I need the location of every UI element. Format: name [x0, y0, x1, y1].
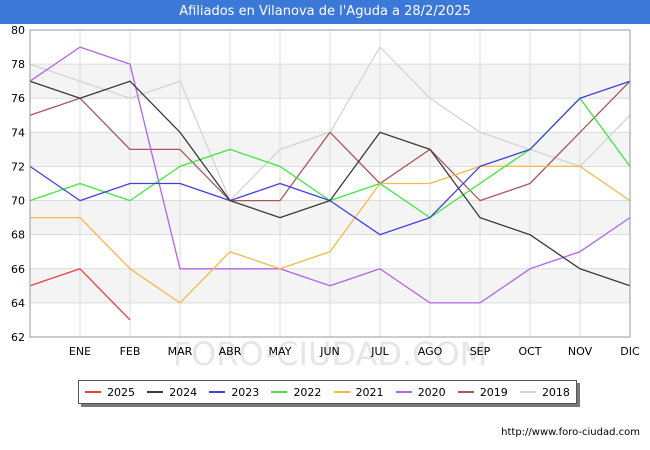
- legend-item-2022: 2022: [271, 386, 321, 399]
- y-tick-label: 64: [11, 297, 25, 310]
- legend-label: 2021: [355, 385, 384, 399]
- legend-item-2019: 2019: [457, 385, 508, 399]
- x-tick-label: FEB: [120, 345, 141, 358]
- legend: 2025 2024 2023 2022 2021 2020 2019 2018: [78, 380, 577, 404]
- x-tick-label: MAY: [269, 345, 292, 358]
- chart-title: Afiliados en Vilanova de l'Aguda a 28/2/…: [0, 0, 650, 24]
- series-line-2021: [30, 165, 631, 304]
- series-lines: [29, 46, 631, 321]
- legend-label: 2024: [169, 385, 198, 399]
- y-tick-label: 80: [11, 24, 25, 37]
- legend-label: 2019: [479, 385, 508, 399]
- x-tick-label: SEP: [470, 345, 491, 358]
- x-tick-label: NOV: [568, 345, 593, 358]
- legend-label: 2022: [293, 385, 322, 399]
- legend-label: 2023: [231, 385, 260, 399]
- y-tick-label: 74: [11, 126, 25, 139]
- y-tick-label: 78: [11, 58, 25, 71]
- legend-swatch: [395, 391, 412, 393]
- y-tick-label: 66: [11, 263, 25, 276]
- legend-item-2024: 2024: [147, 386, 197, 399]
- x-tick-label: OCT: [518, 345, 541, 358]
- legend-item-2023: 2023: [209, 386, 259, 399]
- axes: 62 64 66 68 70 72 74 76 78 80 ENE FEB MAR ABR MAY JUN JU…: [11, 24, 640, 358]
- legend-swatch: [147, 391, 164, 393]
- x-tick-label: JUL: [370, 345, 389, 358]
- y-tick-label: 68: [11, 229, 25, 242]
- legend-item-2018: 2018: [519, 385, 570, 399]
- series-line-2025: [29, 268, 131, 321]
- legend-swatch: [333, 391, 350, 393]
- x-tick-label: ENE: [69, 345, 91, 358]
- series-line-2019: [29, 80, 631, 202]
- y-tick-label: 70: [11, 195, 25, 208]
- legend-label: 2020: [417, 385, 446, 399]
- plot-frame: [29, 29, 631, 338]
- x-tick-label: ABR: [219, 345, 242, 358]
- x-tick-label: JUN: [319, 345, 340, 358]
- legend-swatch: [519, 391, 536, 393]
- series-line-2024: [29, 80, 631, 287]
- legend-item-2021: 2021: [333, 385, 384, 399]
- legend-label: 2025: [107, 385, 136, 399]
- legend-item-2020: 2020: [395, 385, 446, 399]
- series-line-2020: [29, 46, 631, 304]
- legend-label: 2018: [541, 385, 570, 399]
- x-tick-label: MAR: [168, 345, 193, 358]
- legend-swatch: [85, 391, 102, 393]
- legend-swatch: [271, 391, 288, 393]
- x-tick-label: DIC: [620, 345, 640, 358]
- legend-swatch: [209, 391, 226, 393]
- x-tick-label: AGO: [418, 345, 443, 358]
- watermark-text: FORO-CIUDAD.COM: [173, 335, 488, 373]
- footer-url: http://www.foro-ciudad.com: [501, 427, 640, 438]
- y-tick-label: 72: [11, 160, 25, 173]
- legend-item-2025: 2025: [85, 386, 135, 399]
- legend-swatch: [457, 391, 474, 393]
- y-tick-label: 76: [11, 92, 25, 105]
- y-tick-label: 62: [11, 331, 25, 344]
